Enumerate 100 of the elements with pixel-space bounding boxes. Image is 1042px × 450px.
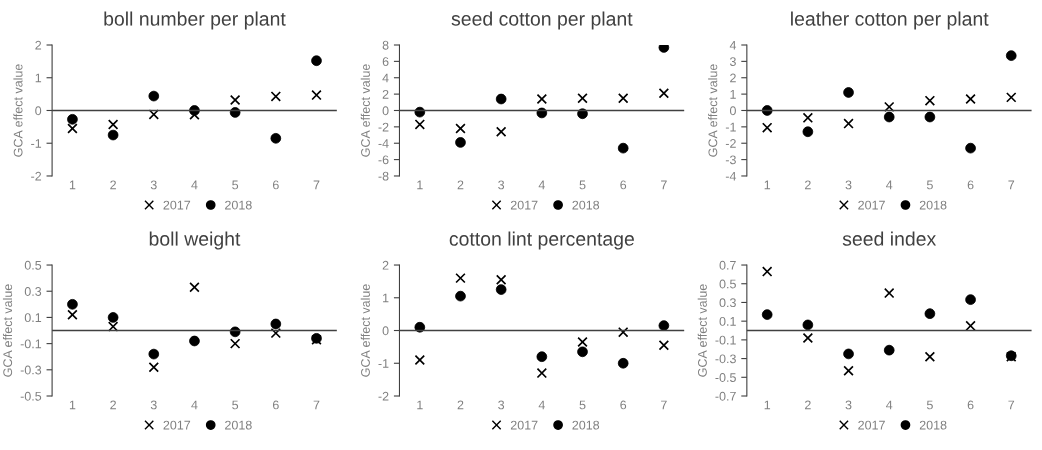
x-tick-label: 5	[232, 180, 239, 190]
x-tick-label: 3	[845, 180, 852, 190]
y-tick-label: -4	[378, 139, 389, 148]
y-tick-label: 0.3	[24, 287, 42, 296]
y-tick-label: -6	[378, 155, 389, 165]
legend-label: 2018	[572, 420, 600, 430]
y-tick-label: 0.1	[719, 316, 736, 326]
x-tick-label: 1	[764, 400, 771, 410]
x-tick-label: 7	[661, 400, 667, 410]
x-tick-label: 5	[232, 400, 239, 410]
y-tick-label: 1	[730, 90, 736, 99]
y-tick-label: -1	[725, 122, 736, 132]
x-tick-label: 2	[805, 180, 811, 190]
y-tick-label: 3	[729, 57, 736, 67]
y-tick-label: 0.5	[24, 260, 42, 270]
y-tick-label: 2	[730, 73, 736, 83]
y-tick-label: -2	[725, 139, 736, 148]
x-tick-label: 3	[150, 400, 157, 410]
y-axis-title: GCA effect value	[360, 64, 370, 157]
x-tick-label: 3	[498, 400, 505, 410]
x-tick-label: 6	[967, 400, 974, 410]
legend-label: 2017	[858, 200, 885, 210]
x-tick-label: 6	[272, 400, 279, 410]
legend-label: 2017	[510, 420, 538, 430]
y-tick-label: -2	[31, 171, 42, 181]
x-tick-label: 4	[886, 180, 893, 190]
x-tick-label: 6	[620, 400, 627, 410]
y-tick-label: 0	[729, 106, 736, 116]
chart-title: seed cotton per plant	[451, 11, 633, 30]
x-tick-label: 3	[150, 180, 157, 190]
x-tick-label: 2	[110, 400, 116, 410]
y-tick-label: -0.3	[20, 365, 42, 375]
x-tick-label: 2	[805, 400, 811, 410]
y-tick-label: 0.5	[719, 279, 736, 289]
y-tick-label: 0.1	[24, 313, 42, 323]
y-tick-label: 0	[382, 326, 389, 336]
y-axis-title: GCA effect value	[2, 284, 13, 377]
legend-label: 2018	[225, 200, 252, 210]
y-tick-label: 0.7	[719, 260, 736, 270]
legend-label: 2018	[572, 200, 600, 210]
y-tick-label: 4	[382, 73, 389, 83]
y-tick-label: -3	[725, 155, 736, 165]
x-tick-label: 7	[661, 180, 667, 190]
chart-title: seed index	[842, 231, 937, 246]
y-tick-label: -8	[378, 171, 389, 181]
y-tick-label: 1	[35, 73, 42, 83]
x-tick-label: 4	[191, 400, 198, 410]
x-tick-label: 1	[69, 180, 76, 190]
x-tick-label: 3	[845, 400, 852, 410]
y-tick-label: -0.5	[20, 391, 42, 401]
y-axis-title: GCA effect value	[697, 284, 707, 377]
y-tick-label: 4	[729, 40, 737, 50]
x-tick-label: 1	[417, 400, 423, 410]
x-tick-label: 4	[538, 180, 545, 190]
x-tick-label: 7	[1008, 400, 1015, 410]
y-tick-label: -0.1	[715, 335, 736, 345]
x-tick-label: 7	[313, 400, 320, 410]
y-tick-label: 0.3	[719, 298, 736, 308]
x-tick-label: 2	[110, 180, 116, 190]
x-tick-label: 1	[69, 400, 76, 410]
y-tick-label: -4	[725, 171, 737, 181]
x-tick-label: 5	[579, 180, 586, 190]
x-tick-label: 6	[967, 180, 974, 190]
x-tick-label: 4	[538, 400, 545, 410]
x-tick-label: 2	[457, 400, 464, 410]
y-tick-label: -1	[31, 139, 42, 148]
x-tick-label: 1	[417, 180, 423, 190]
y-tick-label: 2	[35, 40, 42, 50]
y-tick-label: -0.1	[20, 339, 42, 349]
y-tick-label: 6	[382, 57, 389, 67]
legend-label: 2018	[919, 200, 947, 210]
legend-label: 2017	[163, 420, 191, 430]
y-tick-label: 1	[383, 293, 389, 303]
y-tick-label: -1	[378, 359, 389, 368]
y-tick-label: 0	[35, 106, 42, 116]
legend-label: 2017	[510, 200, 538, 210]
chart-title: leather cotton per plant	[791, 11, 989, 30]
y-axis-title: GCA effect value	[708, 64, 718, 157]
y-axis-title: GCA effect value	[360, 284, 370, 377]
y-tick-label: -2	[378, 122, 389, 132]
x-tick-label: 4	[191, 180, 198, 190]
legend-label: 2018	[225, 420, 252, 430]
legend-label: 2017	[163, 200, 191, 210]
chart-title: boll weight	[149, 231, 241, 250]
y-tick-label: 8	[382, 40, 389, 50]
legend-label: 2017	[858, 420, 885, 430]
x-tick-label: 5	[579, 400, 586, 410]
chart-title: boll number per plant	[104, 11, 286, 30]
x-tick-label: 6	[620, 180, 627, 190]
y-tick-label: -2	[378, 391, 389, 401]
y-tick-label: -0.3	[715, 354, 736, 364]
y-tick-label: 2	[382, 89, 389, 99]
x-tick-label: 7	[1008, 180, 1015, 190]
x-tick-label: 5	[926, 180, 933, 190]
x-tick-label: 5	[926, 400, 933, 410]
x-tick-label: 1	[764, 180, 771, 190]
y-tick-label: -0.5	[715, 373, 736, 382]
y-tick-label: 0	[382, 106, 389, 116]
x-tick-label: 3	[498, 180, 505, 190]
y-axis-title: GCA effect value	[13, 64, 23, 157]
